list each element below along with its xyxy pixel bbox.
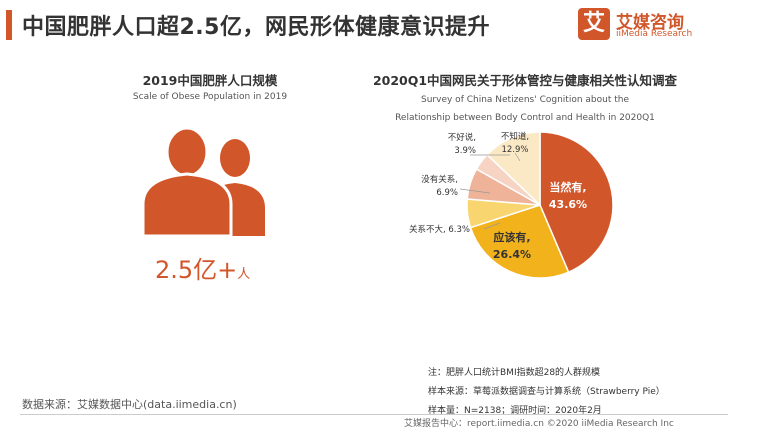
obese-population-number: 2.5亿+ xyxy=(155,256,238,284)
pie-slice xyxy=(539,131,614,274)
people-icon xyxy=(141,128,265,236)
pie-leader-line xyxy=(483,222,501,230)
data-source-text: 数据来源：艾媒数据中心(data.iimedia.cn) xyxy=(22,398,237,411)
brand-logo: 艾 艾媒咨询 iiMedia Research xyxy=(578,8,753,42)
footer-divider xyxy=(20,414,728,415)
sample-source-text: 样本来源：草莓派数据调查与计算系统（Strawberry Pie） xyxy=(428,387,665,397)
chart-subtitle-line1: Survey of China Netizens' Cognition abou… xyxy=(421,95,629,105)
pie-slice-label: 没有关系, 6.9% xyxy=(421,174,458,198)
logo-subtitle: iiMedia Research xyxy=(616,29,693,39)
obese-population-unit: 人 xyxy=(237,267,251,282)
pie-leader-line xyxy=(459,188,491,194)
title-accent-bar xyxy=(6,10,12,40)
chart-title: 2020Q1中国网民关于形体管控与健康相关性认知调查 xyxy=(372,73,678,88)
pie-slice-label: 当然有, 43.6% xyxy=(549,180,587,211)
left-panel-title: 2019中国肥胖人口规模 xyxy=(142,73,278,88)
pie-slice xyxy=(486,131,541,207)
footer-text: 艾媒报告中心：report.iimedia.cn ©2020 iiMedia R… xyxy=(404,419,674,429)
pie-chart: 当然有, 43.6% 应该有, 26.4% 关系不大, 6.3% 没有关系, 6.9% 不好说… xyxy=(409,131,614,279)
left-panel-subtitle: Scale of Obese Population in 2019 xyxy=(132,92,288,102)
logo-mark: 艾 xyxy=(578,8,610,40)
logo-name: 艾媒咨询 xyxy=(616,13,684,33)
pie-slice-label: 关系不大, 6.3% xyxy=(409,224,470,235)
pie-slice xyxy=(469,204,570,279)
note-text: 注：肥胖人口统计BMI指数超28的人群规模 xyxy=(428,368,601,378)
pie-slice-label: 不知道, 12.9% xyxy=(501,131,529,155)
pie-slice-label: 不好说, 3.9% xyxy=(448,132,476,156)
obese-population-figure: 2.5亿+人 xyxy=(155,250,250,285)
chart-subtitle-line2: Relationship between Body Control and He… xyxy=(395,113,655,123)
pie-leader-line xyxy=(514,152,521,162)
page-title: 中国肥胖人口超2.5亿，网民形体健康意识提升 xyxy=(22,15,490,40)
sample-size-text: 样本量：N=2138；调研时间：2020年2月 xyxy=(428,406,602,416)
pie-slice-label: 应该有, 26.4% xyxy=(493,230,531,261)
